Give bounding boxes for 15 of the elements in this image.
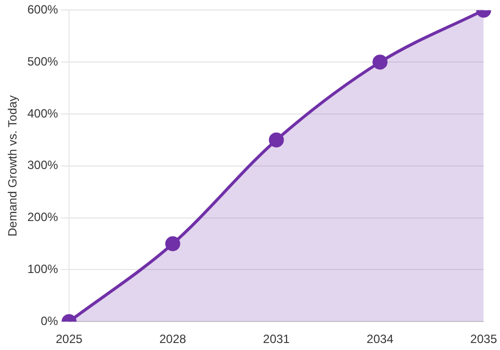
x-tick-label: 2028 (159, 332, 186, 346)
y-tick-label: 400% (27, 106, 58, 120)
x-tick-label: 2034 (366, 332, 394, 346)
y-axis-title: Demand Growth vs. Today (6, 95, 20, 236)
y-tick-label: 100% (27, 262, 58, 276)
y-tick-label: 500% (27, 54, 58, 68)
point (372, 54, 388, 70)
y-tick-label: 600% (27, 2, 58, 17)
y-tick-label: 300% (27, 158, 58, 172)
point (268, 132, 284, 148)
y-tick-label: 200% (27, 210, 58, 224)
x-tick-label: 2025 (56, 332, 83, 346)
y-tick-label: 0% (40, 314, 58, 328)
x-tick-label: 2035 (470, 332, 498, 346)
x-tick-label: 2031 (263, 332, 290, 346)
